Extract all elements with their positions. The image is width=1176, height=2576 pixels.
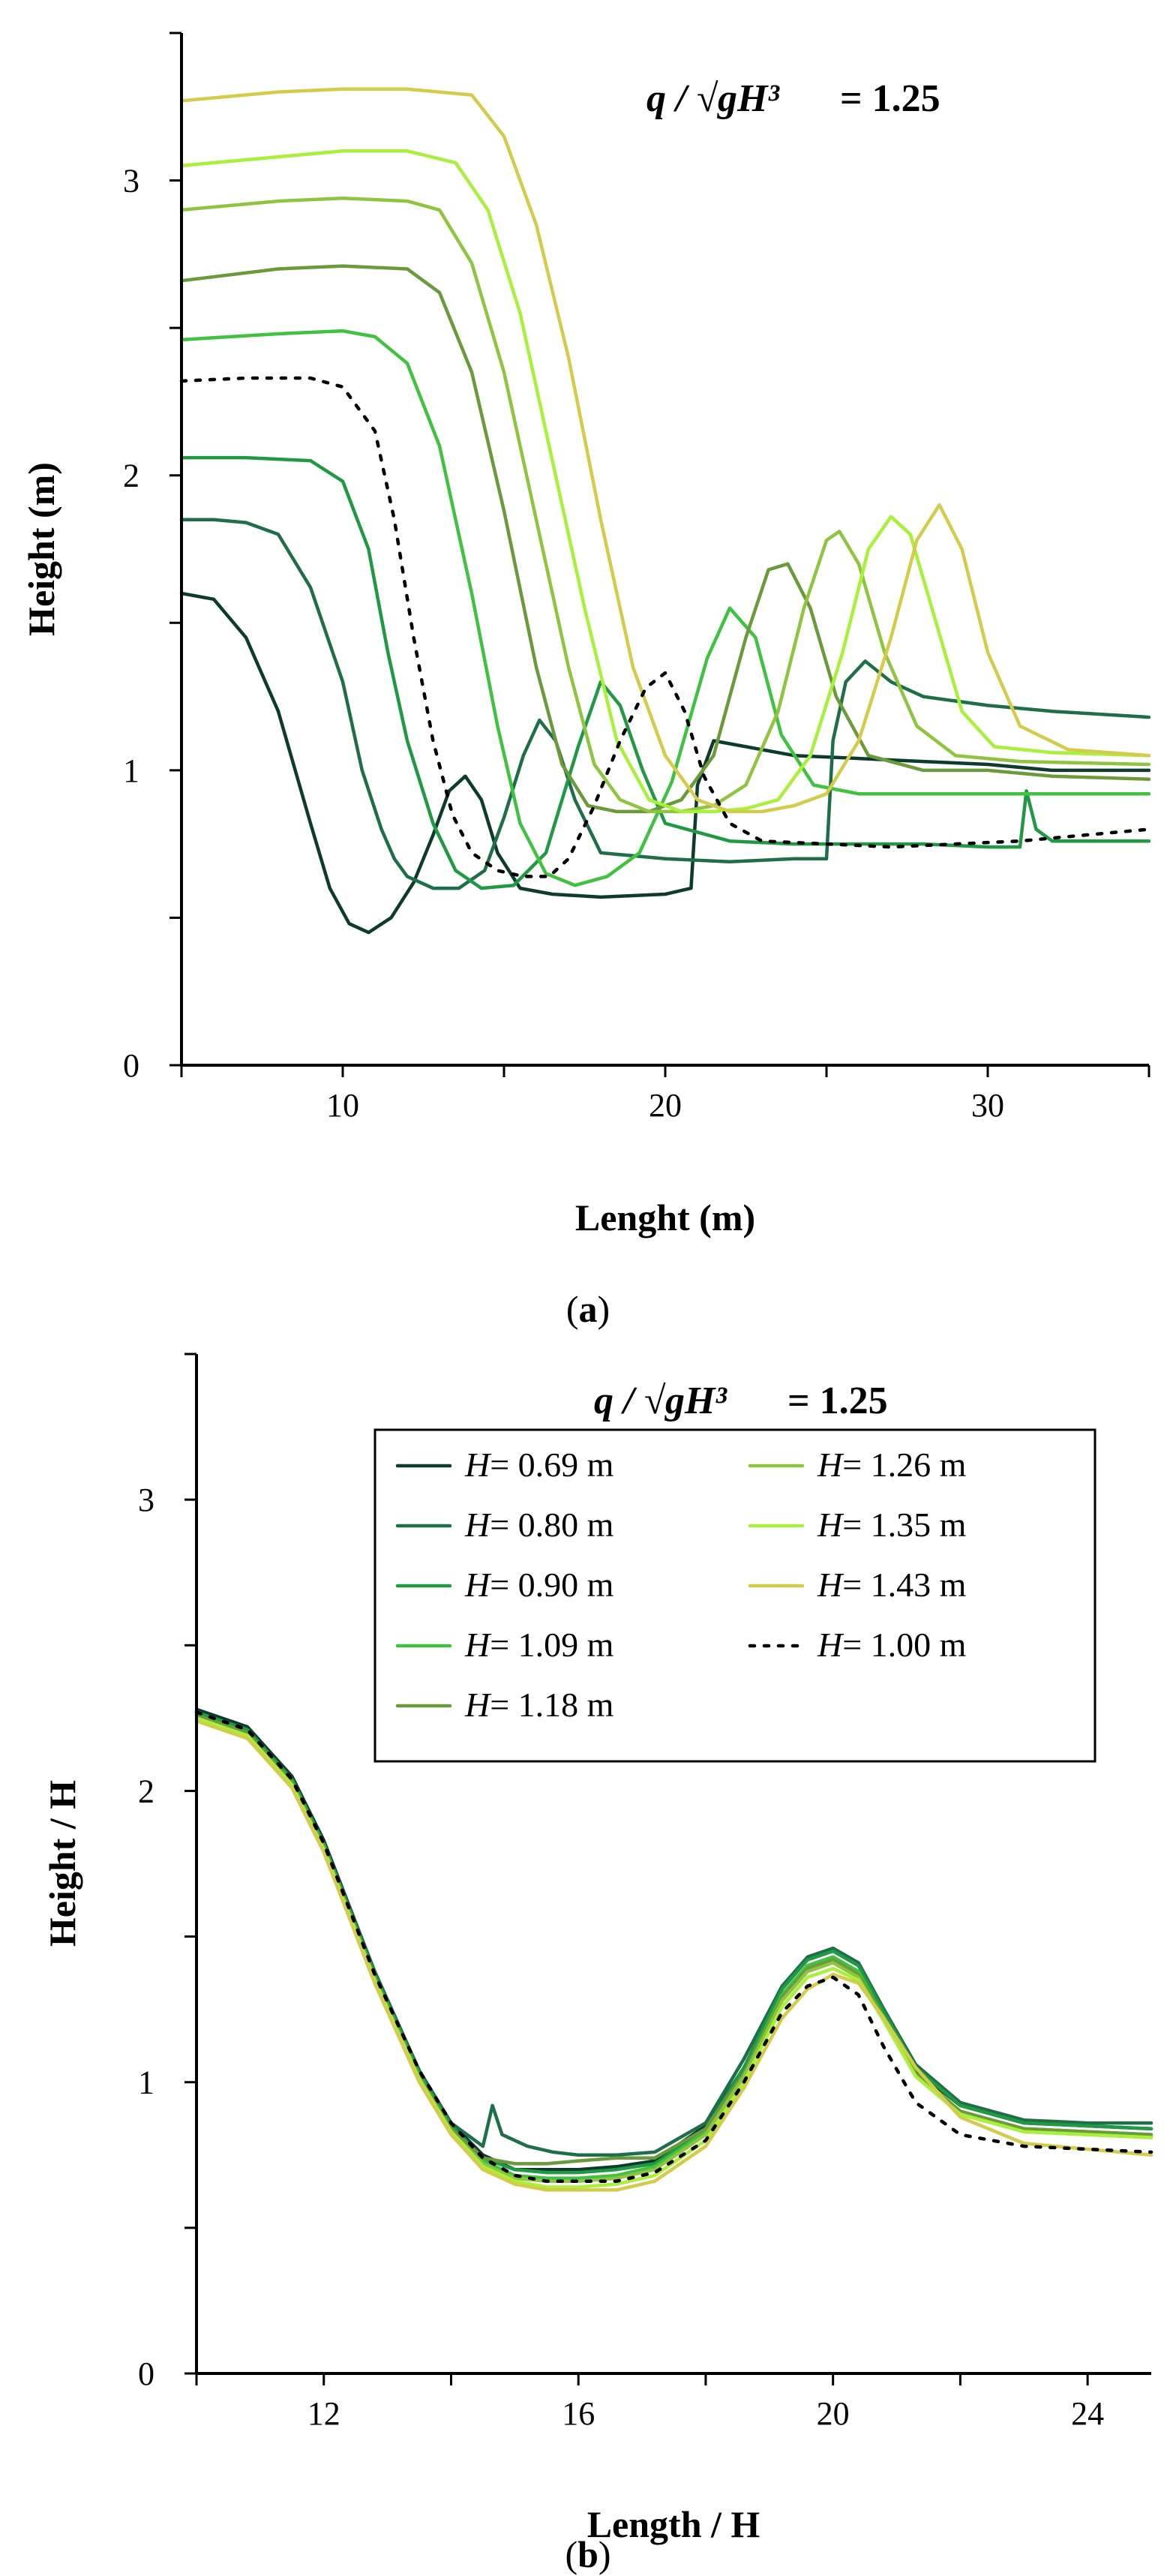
panel-a-x-tick-label: 30: [971, 1087, 1004, 1124]
panel-a-x-axis-title: Lenght (m): [575, 1196, 755, 1238]
panel-b-y-tick-label: 0: [138, 2355, 154, 2392]
panel-b-annotation-lhs: q / √gH³: [594, 1380, 728, 1422]
legend-label-var: H: [464, 1566, 492, 1604]
legend-label-var: H: [464, 1506, 492, 1544]
legend-label-value: = 1.26 m: [842, 1446, 966, 1484]
panel-a-label: (a): [566, 1288, 610, 1330]
panel-b-x-axis-title-text: Length / H: [587, 2503, 760, 2545]
legend-label-var: H: [817, 1446, 844, 1484]
panel-b-y-tick-label: 1: [138, 2064, 154, 2101]
panel-b-series-group: [194, 1707, 1154, 2192]
panel-a-y-tick-label: 0: [123, 1047, 140, 1084]
panel-a-y-axis-title: Height (m): [20, 462, 62, 636]
legend-label-value: = 1.09 m: [490, 1626, 614, 1664]
panel-b-x-tick-label: 20: [817, 2395, 850, 2432]
legend-label-var: H: [464, 1626, 492, 1664]
panel-b-series-line: [194, 1710, 1154, 2175]
panel-b-series-line: [194, 1719, 1154, 2192]
panel-a-series-line: [179, 87, 1151, 814]
panel-a-series-line: [179, 196, 1151, 814]
legend-label: H= 0.69 m: [464, 1446, 614, 1484]
panel-a-series-line: [179, 376, 1151, 878]
panel-a-series-line: [179, 149, 1151, 814]
legend-label-value: = 0.69 m: [490, 1446, 614, 1484]
panel-a-plot-area: 10 20 30 0 1 2 3: [123, 32, 1151, 1124]
panel-a-series-line: [179, 264, 1151, 814]
legend-label-var: H: [817, 1566, 844, 1604]
legend-label-var: H: [817, 1626, 844, 1664]
legend-label-value: = 1.00 m: [842, 1626, 966, 1664]
panel-b-y-tick-label: 3: [138, 1482, 154, 1518]
legend-label: H= 1.26 m: [817, 1446, 967, 1484]
panel-b-series-line: [194, 1707, 1154, 2172]
panel-a-series-line: [179, 329, 1151, 887]
panel-b-legend: H= 0.69 mH= 0.80 mH= 0.90 mH= 1.09 mH= 1…: [374, 1428, 1096, 1763]
legend-label: H= 1.18 m: [464, 1686, 614, 1724]
legend-label-value: = 0.80 m: [490, 1506, 614, 1544]
legend-label-value: = 1.18 m: [490, 1686, 614, 1724]
panel-b-y-axis-title: Height / H: [41, 1780, 83, 1947]
panel-b-letter: b: [578, 2533, 598, 2575]
legend-label-value: = 0.90 m: [490, 1566, 614, 1604]
panel-a-annotation-lhs: q / √gH³: [646, 77, 780, 120]
legend-label: H= 1.00 m: [817, 1626, 967, 1664]
panel-a-x-tick-label: 10: [326, 1087, 359, 1124]
panel-b-series-line: [194, 1716, 1154, 2183]
panel-b-annotation-rhs: = 1.25: [788, 1380, 888, 1422]
panel-b-series-line: [194, 1710, 1154, 2157]
legend-label: H= 1.43 m: [817, 1566, 967, 1604]
panel-a-letter: a: [579, 1288, 598, 1330]
legend-label-value: = 1.43 m: [842, 1566, 966, 1604]
panel-a-chart: 10 20 30 0 1 2 3 q / √gH³ = 1.25 Lenght (m) He…: [20, 32, 1151, 1330]
panel-b-series-line: [194, 1710, 1154, 2183]
panel-b-annotation: q / √gH³ = 1.25: [594, 1380, 888, 1422]
panel-b-x-axis-title: Length / H: [587, 2503, 760, 2545]
panel-b-label: (b): [565, 2533, 610, 2575]
legend-label: H= 1.09 m: [464, 1626, 614, 1664]
legend-label-value: = 1.35 m: [842, 1506, 966, 1544]
legend-label-var: H: [464, 1686, 492, 1724]
legend-label: H= 0.90 m: [464, 1566, 614, 1604]
panel-a-y-tick-label: 3: [123, 163, 140, 200]
panel-b-x-tick-label: 24: [1071, 2395, 1104, 2432]
panel-a-series-line: [179, 455, 1151, 890]
legend-label-var: H: [464, 1446, 492, 1484]
panel-a-series-line: [179, 518, 1151, 890]
legend-label: H= 1.35 m: [817, 1506, 967, 1544]
panel-a-x-tick-label: 20: [649, 1087, 682, 1124]
panel-b-legend-box: [374, 1428, 1096, 1763]
legend-label: H= 0.80 m: [464, 1506, 614, 1544]
panel-a-series-line: [179, 591, 1151, 935]
panel-a-ticks: 10 20 30 0 1 2 3: [123, 32, 1150, 1124]
panel-b-series-line: [194, 1713, 1154, 2181]
panel-a-y-tick-label: 2: [123, 458, 140, 494]
panel-a-annotation: q / √gH³ = 1.25: [646, 77, 940, 120]
panel-b-x-tick-label: 16: [562, 2395, 595, 2432]
panel-a-series-group: [179, 87, 1151, 935]
panel-b-series-line: [194, 1713, 1154, 2166]
panel-a-y-tick-label: 1: [123, 752, 140, 789]
panel-b-y-tick-label: 2: [138, 1773, 154, 1809]
panel-b-x-tick-label: 12: [308, 2395, 340, 2432]
legend-label-var: H: [817, 1506, 844, 1544]
panel-a-annotation-rhs: = 1.25: [840, 77, 940, 120]
